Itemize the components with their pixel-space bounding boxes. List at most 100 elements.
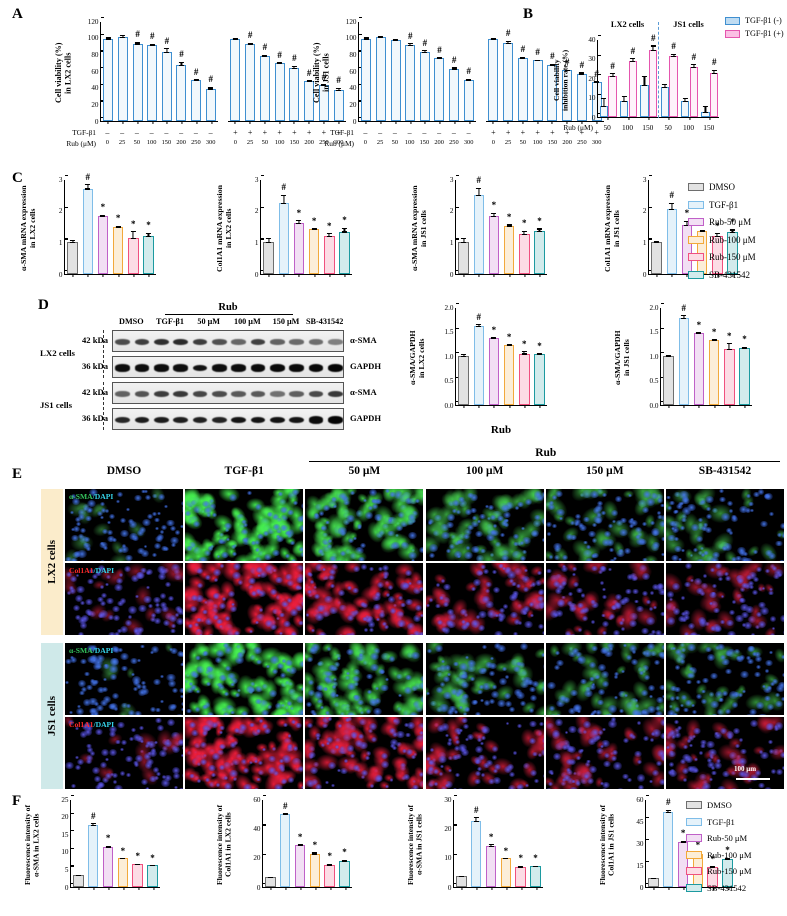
x-tick [122,887,125,891]
bar [324,233,335,274]
rub-dose-label: 100 [621,123,634,132]
if-nucleus [760,520,769,528]
if-nucleus [698,517,704,522]
panelF-plot: 0 10 20 30 # * * * * [444,795,543,892]
if-nucleus [608,705,618,713]
if-nucleus [119,771,126,777]
bar-slot: # [130,22,145,121]
if-stain-label: α-SMA/DAPI [69,646,114,655]
tgf-indicator: + [594,128,599,137]
if-nucleus [144,494,152,500]
if-nucleus [467,524,475,531]
if-nucleus [725,527,732,533]
significance-marker: # [535,47,540,57]
x-tick [520,887,523,891]
error-bar [475,817,477,822]
if-nucleus [647,685,655,691]
if-image [305,717,424,789]
if-nucleus [443,602,450,608]
if-nucleus [216,618,223,625]
if-nucleus [161,606,169,613]
if-nucleus [408,712,418,715]
if-nucleus [610,510,619,517]
if-nucleus [754,651,761,657]
rub-dose-label: 300 [205,139,216,146]
if-nucleus [731,557,738,561]
if-nucleus [328,717,333,721]
if-nucleus [310,580,315,584]
if-nucleus [662,527,664,535]
if-nucleus [159,601,167,608]
if-nucleus [693,767,700,773]
if-nucleus [482,596,490,603]
x-tick [682,887,685,891]
group-title: LX2 cells [610,20,645,29]
if-nucleus [656,761,663,767]
if-nucleus [485,601,494,609]
blot-band [327,364,343,372]
legend-key [686,883,702,892]
y-tick-label: 30 [636,839,650,848]
x-tick [668,117,670,121]
if-nucleus [757,489,765,495]
if-nucleus [687,644,697,652]
tgf-indicator: – [437,128,442,137]
error-bar [137,41,139,45]
y-tick-mark [456,238,460,240]
bar-slot: # [575,22,590,121]
blot-band [289,339,305,345]
protein-label: GAPDH [350,361,382,371]
if-nucleus [427,520,433,525]
if-nucleus [475,615,481,619]
y-tick-label: 40 [253,824,267,833]
if-nucleus [353,714,358,715]
rub-dose-label: 50 [133,139,141,146]
bar-group: # # # # # # [101,22,218,121]
if-nucleus [69,575,78,583]
tgf-indicator: – [179,128,184,137]
if-nucleus [594,674,601,680]
bar-slot [101,22,116,121]
blot-band [289,416,305,424]
significance-marker: * [522,218,527,229]
x-tick [668,405,670,409]
if-nucleus [353,537,357,541]
legend-row: Rub-50 μM [686,833,751,843]
if-nucleus [640,690,648,697]
if-nucleus [602,760,611,767]
if-nucleus [600,787,608,789]
error-bar [313,228,315,230]
y-tick-mark [456,175,460,177]
y-tick-label: 25 [61,795,75,804]
if-nucleus [730,516,739,523]
significance-marker: # [476,175,482,186]
if-nucleus [729,788,739,789]
if-nucleus [497,645,507,653]
if-nucleus [275,576,283,584]
x-tick [729,405,731,409]
bar [722,857,733,887]
if-nucleus [99,541,108,549]
if-nucleus [352,587,359,594]
if-nucleus [97,782,105,789]
if-nucleus [381,564,390,571]
if-nucleus [489,656,494,661]
if-nucleus [516,724,522,729]
y-tick-label: 120 [88,17,105,26]
y-tick-mark [454,795,458,797]
if-nucleus [363,627,369,632]
if-nucleus [458,496,465,503]
y-axis-label: Fluorescence intensity of Col1A1 in JS1 c… [598,805,616,886]
if-nucleus [425,691,430,696]
if-nucleus [459,608,467,615]
if-nucleus [149,775,157,783]
if-nucleus [621,773,630,780]
if-nucleus [516,661,522,667]
if-nucleus [486,533,496,541]
y-tick-mark [456,352,460,354]
if-nucleus [710,713,718,715]
y-tick-label: 2 [450,206,460,215]
legend-key [686,834,702,843]
if-nucleus [314,613,324,621]
if-nucleus [608,567,612,571]
